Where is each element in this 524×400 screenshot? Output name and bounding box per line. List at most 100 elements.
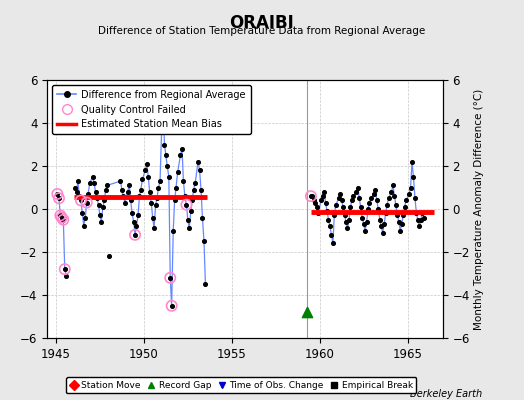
Point xyxy=(402,197,410,204)
Point xyxy=(323,208,331,214)
Point xyxy=(371,186,379,193)
Point xyxy=(378,230,387,236)
Point xyxy=(153,195,161,202)
Point xyxy=(405,191,413,197)
Point xyxy=(166,274,174,281)
Point xyxy=(413,216,422,223)
Point xyxy=(390,193,399,199)
Point xyxy=(377,223,386,229)
Point xyxy=(307,193,315,199)
Point xyxy=(93,195,101,202)
Point xyxy=(385,195,393,202)
Point xyxy=(168,302,176,309)
Point xyxy=(138,176,147,182)
Point xyxy=(54,195,63,202)
Point xyxy=(380,221,388,227)
Point xyxy=(198,214,206,221)
Point xyxy=(188,197,196,204)
Point xyxy=(91,189,100,195)
Text: Difference of Station Temperature Data from Regional Average: Difference of Station Temperature Data f… xyxy=(99,26,425,36)
Point xyxy=(195,167,204,174)
Point xyxy=(187,208,195,214)
Point xyxy=(173,169,182,176)
Point xyxy=(185,225,193,232)
Point xyxy=(317,197,325,204)
Y-axis label: Monthly Temperature Anomaly Difference (°C): Monthly Temperature Anomaly Difference (… xyxy=(474,88,484,330)
Point xyxy=(141,167,149,174)
Point xyxy=(124,189,132,195)
Point xyxy=(166,274,174,281)
Point xyxy=(399,212,408,219)
Point xyxy=(367,195,375,202)
Point xyxy=(418,210,427,216)
Point xyxy=(85,180,94,186)
Point xyxy=(77,197,85,204)
Point xyxy=(365,199,374,206)
Point xyxy=(307,193,315,199)
Point xyxy=(197,186,205,193)
Point xyxy=(361,227,369,234)
Point xyxy=(320,189,329,195)
Point xyxy=(337,197,346,204)
Point xyxy=(89,174,97,180)
Point xyxy=(352,189,361,195)
Point xyxy=(369,191,378,197)
Point xyxy=(159,88,167,94)
Point xyxy=(417,216,425,223)
Point xyxy=(374,206,383,212)
Point xyxy=(61,266,69,272)
Point xyxy=(329,240,337,246)
Point xyxy=(118,186,126,193)
Point xyxy=(80,223,88,229)
Point xyxy=(411,195,419,202)
Point xyxy=(146,189,154,195)
Point xyxy=(154,184,162,191)
Point xyxy=(342,219,350,225)
Point xyxy=(100,197,108,204)
Point xyxy=(53,191,61,197)
Point xyxy=(170,197,179,204)
Point xyxy=(308,193,316,199)
Point xyxy=(119,193,127,199)
Point xyxy=(165,174,173,180)
Point xyxy=(56,212,64,219)
Point xyxy=(356,204,365,210)
Point xyxy=(346,204,355,210)
Point xyxy=(393,212,401,219)
Point xyxy=(373,197,381,204)
Point xyxy=(71,184,79,191)
Point xyxy=(129,219,138,225)
Point xyxy=(103,182,112,188)
Point xyxy=(332,202,340,208)
Point xyxy=(321,199,330,206)
Point xyxy=(328,232,336,238)
Point xyxy=(58,214,66,221)
Point xyxy=(61,266,69,272)
Point xyxy=(176,152,184,158)
Point xyxy=(96,212,104,219)
Point xyxy=(396,227,405,234)
Point xyxy=(200,238,208,244)
Point xyxy=(160,141,169,148)
Point xyxy=(131,232,139,238)
Point xyxy=(134,212,142,219)
Point xyxy=(168,302,176,309)
Point xyxy=(84,191,92,197)
Point xyxy=(415,223,423,229)
Point xyxy=(364,206,372,212)
Point xyxy=(179,178,188,184)
Point xyxy=(355,195,364,202)
Point xyxy=(336,191,344,197)
Point xyxy=(190,186,198,193)
Point xyxy=(126,197,135,204)
Point xyxy=(345,216,353,223)
Point xyxy=(75,193,83,199)
Point xyxy=(389,182,397,188)
Point xyxy=(128,210,136,216)
Point xyxy=(137,186,145,193)
Point xyxy=(144,174,152,180)
Point xyxy=(59,216,68,223)
Point xyxy=(339,204,347,210)
Point xyxy=(387,189,396,195)
Point xyxy=(77,197,85,204)
